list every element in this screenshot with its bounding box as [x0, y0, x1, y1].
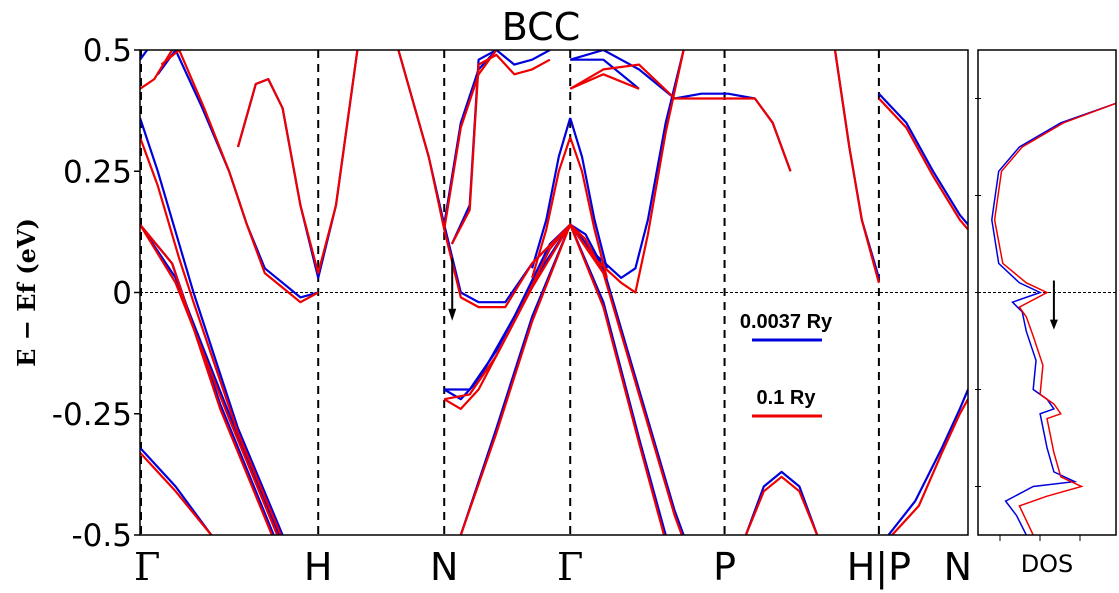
band-line	[570, 58, 640, 90]
band-line	[569, 136, 608, 279]
band-line	[443, 50, 498, 230]
band-line	[887, 389, 968, 535]
y-axis-label: E − Ef (eV)	[12, 218, 41, 367]
band-line	[140, 50, 174, 90]
chart-title: BCC	[502, 5, 580, 49]
plot-frame	[139, 49, 969, 536]
kpoint-label: Γ	[134, 545, 160, 589]
band-line	[878, 92, 968, 226]
band-line	[744, 475, 819, 535]
legend-label: 0.1 Ry	[757, 387, 817, 409]
y-tick-label: 0	[112, 276, 132, 312]
series-0-1-Ry	[140, 50, 968, 535]
band-line	[450, 53, 551, 245]
arrow-head	[448, 308, 457, 321]
band-line	[236, 50, 359, 275]
legend-label: 0.0037 Ry	[740, 311, 833, 333]
band-line	[443, 223, 605, 410]
kpoint-label: N	[430, 545, 458, 589]
y-tick-label: 0.25	[63, 154, 132, 190]
band-line	[569, 63, 792, 172]
dos-arrow-head	[1049, 319, 1058, 330]
band-line	[531, 117, 572, 269]
dos-curve	[993, 102, 1116, 535]
band-line	[160, 50, 319, 304]
dos-plot: DOS	[975, 49, 1117, 578]
y-tick-label: 0.5	[83, 33, 132, 69]
band-line	[744, 470, 819, 535]
band-line	[397, 50, 685, 309]
band-line	[891, 398, 968, 535]
dos-axis-label: DOS	[1021, 550, 1074, 578]
band-line	[531, 136, 572, 279]
band-line	[140, 223, 281, 535]
y-tick-label: -0.5	[72, 518, 133, 554]
kpoint-label: H|P	[847, 545, 911, 590]
band-line	[140, 50, 149, 61]
band-line	[833, 50, 880, 279]
band-line	[443, 223, 605, 401]
kpoint-label: P	[713, 545, 736, 589]
band-line	[569, 73, 640, 90]
band-line	[140, 451, 213, 535]
band-line	[569, 117, 608, 269]
dos-curve	[991, 102, 1116, 535]
band-line	[459, 223, 666, 535]
band-line	[140, 224, 279, 535]
band-line	[140, 223, 273, 535]
kpoint-label: Γ	[557, 545, 583, 589]
band-line	[140, 136, 282, 535]
legend: 0.0037 Ry 0.1 Ry	[740, 311, 833, 418]
band-plot: 0.50.250-0.25-0.5Γ H N Γ P H|P N	[52, 33, 972, 590]
band-line	[833, 50, 880, 284]
band-line	[140, 117, 284, 535]
kpoint-label: N	[944, 545, 972, 589]
band-line	[878, 97, 968, 231]
kpoint-label: H	[304, 545, 333, 589]
y-tick-label: -0.25	[52, 397, 132, 433]
band-line	[443, 223, 683, 535]
